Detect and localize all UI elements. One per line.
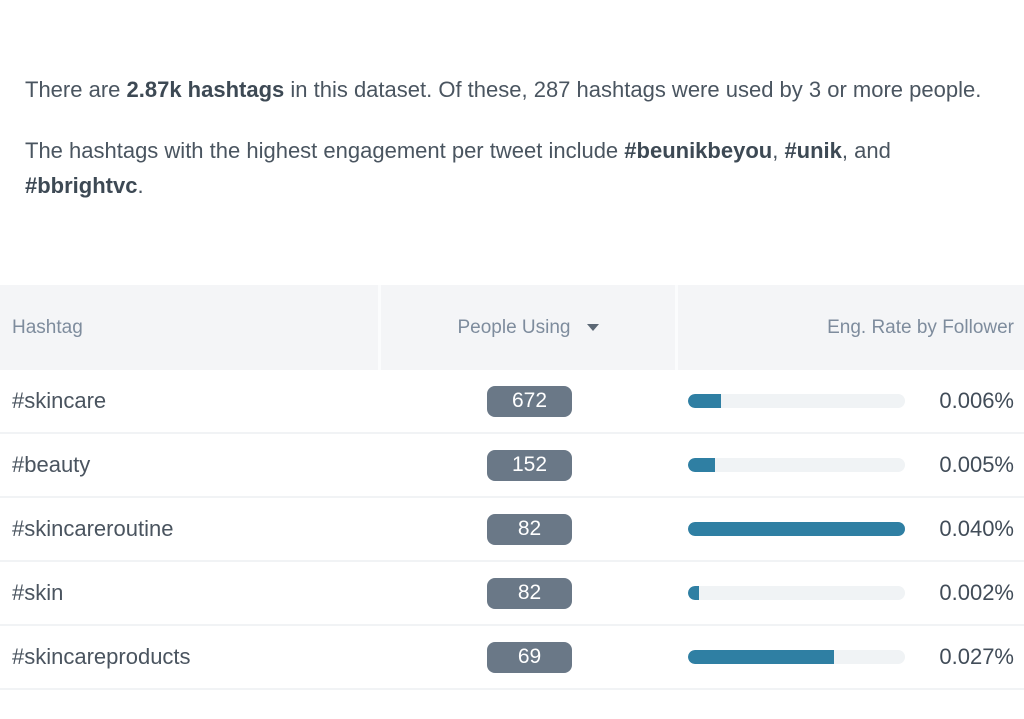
table-row: #beauty 152 0.005% — [0, 434, 1024, 498]
table-row: #skincare 672 0.006% — [0, 370, 1024, 434]
eng-rate-value: 0.040% — [939, 516, 1014, 541]
people-using-cell: 82 — [381, 513, 678, 545]
eng-rate-bar — [688, 394, 905, 408]
column-header-hashtag[interactable]: Hashtag — [0, 285, 378, 370]
eng-rate-bar — [688, 586, 905, 600]
eng-rate-value: 0.005% — [939, 452, 1014, 477]
eng-rate-cell: 0.027% — [678, 644, 1024, 670]
eng-rate-bar — [688, 650, 905, 664]
table-row: #skincareroutine 82 0.040% — [0, 498, 1024, 562]
people-using-cell: 152 — [381, 449, 678, 481]
eng-rate-bar-fill — [688, 458, 716, 472]
top-hashtag-1: #beunikbeyou — [624, 138, 773, 163]
eng-rate-bar-fill — [688, 650, 835, 664]
hashtag-table: Hashtag People Using Eng. Rate by Follow… — [0, 285, 1024, 690]
eng-rate-cell: 0.040% — [678, 516, 1024, 542]
summary-p1-post: in this dataset. Of these, 287 hashtags … — [284, 77, 982, 102]
summary-p2-post: . — [137, 173, 144, 198]
people-using-badge: 152 — [487, 449, 572, 481]
summary-p2-sep1: , — [772, 138, 785, 163]
summary-p1-pre: There are — [25, 77, 127, 102]
people-using-cell: 69 — [381, 641, 678, 673]
column-header-hashtag-label: Hashtag — [12, 316, 83, 338]
hashtag-label: #skincareroutine — [12, 516, 174, 541]
header-divider — [378, 285, 381, 370]
top-hashtag-2: #unik — [784, 138, 842, 163]
column-header-eng-rate-label: Eng. Rate by Follower — [827, 316, 1014, 338]
hashtag-label: #beauty — [12, 452, 91, 477]
people-using-badge: 672 — [487, 385, 572, 417]
hashtag-label: #skincare — [12, 388, 107, 413]
eng-rate-bar-fill — [688, 522, 905, 536]
column-header-eng-rate[interactable]: Eng. Rate by Follower — [678, 285, 1024, 370]
header-divider — [675, 285, 678, 370]
people-using-cell: 82 — [381, 577, 678, 609]
column-header-people-using[interactable]: People Using — [381, 285, 675, 370]
eng-rate-cell: 0.006% — [678, 388, 1024, 414]
caret-down-icon[interactable] — [586, 324, 599, 331]
people-using-badge: 82 — [487, 577, 572, 609]
eng-rate-value: 0.002% — [939, 580, 1014, 605]
eng-rate-bar-fill — [688, 586, 699, 600]
hashtag-label: #skin — [12, 580, 64, 605]
people-using-cell: 672 — [381, 385, 678, 417]
eng-rate-bar — [688, 522, 905, 536]
eng-rate-bar-fill — [688, 394, 721, 408]
summary-paragraph-dataset: There are 2.87k hashtags in this dataset… — [25, 72, 996, 107]
column-header-people-using-label: People Using — [457, 316, 571, 338]
summary-text-block: There are 2.87k hashtags in this dataset… — [0, 0, 1024, 203]
summary-p2-pre: The hashtags with the highest engagement… — [25, 138, 625, 163]
eng-rate-bar — [688, 458, 905, 472]
hashtag-count-bold: 2.87k hashtags — [126, 77, 285, 102]
eng-rate-value: 0.006% — [939, 388, 1014, 413]
hashtag-label: #skincareproducts — [12, 644, 191, 669]
table-header-row: Hashtag People Using Eng. Rate by Follow… — [0, 285, 1024, 370]
summary-paragraph-engagement: The hashtags with the highest engagement… — [25, 133, 996, 203]
table-row: #skincareproducts 69 0.027% — [0, 626, 1024, 690]
eng-rate-cell: 0.005% — [678, 452, 1024, 478]
table-row: #skin 82 0.002% — [0, 562, 1024, 626]
people-using-badge: 69 — [487, 641, 572, 673]
eng-rate-cell: 0.002% — [678, 580, 1024, 606]
summary-p2-sep2: , and — [841, 138, 891, 163]
people-using-badge: 82 — [487, 513, 572, 545]
eng-rate-value: 0.027% — [939, 644, 1014, 669]
top-hashtag-3: #bbrightvc — [25, 173, 138, 198]
